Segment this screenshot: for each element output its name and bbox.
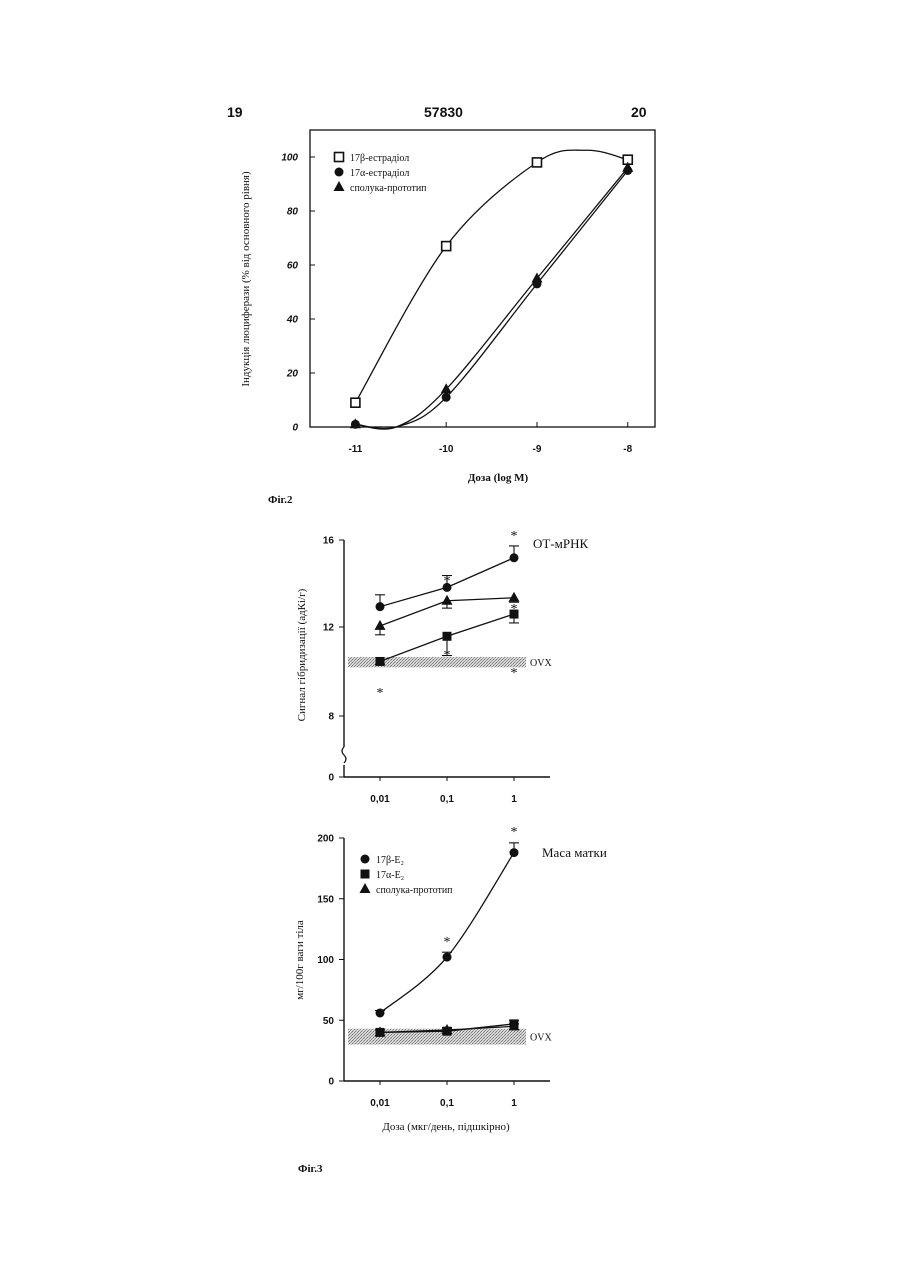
fig3a-y-tick-label: 8: [328, 712, 334, 723]
fig2-x-tick-label: -10: [439, 444, 454, 455]
fig3b-legend-marker-0: [361, 855, 370, 864]
fig2-legend-marker-0: [335, 153, 344, 162]
fig2-y-tick-label: 80: [287, 207, 299, 218]
fig3a-y-tick-label: 0: [328, 773, 334, 784]
fig2-series-line-2: [355, 168, 627, 429]
fig3a-significance-star: *: [511, 666, 518, 681]
fig3a-ovx-band: [348, 657, 526, 667]
fig3b-x-tick-label: 1: [511, 1098, 517, 1109]
fig3b-y-tick-label: 50: [323, 1016, 335, 1027]
fig3b-legend-label-2: сполука-прототип: [376, 885, 453, 896]
fig2-y-axis-label: Індукція люциферази (% від основного рів…: [240, 171, 252, 387]
fig3b-significance-star: *: [444, 935, 451, 950]
fig3a-point-2-1: [443, 632, 452, 641]
fig2-y-tick-label: 100: [281, 153, 298, 164]
fig3a-y-tick-label: 16: [323, 536, 335, 547]
fig2-legend-label-2: сполука-прототип: [350, 183, 427, 194]
fig3b-y-tick-label: 100: [317, 955, 334, 966]
fig3a-x-tick-label: 1: [511, 794, 517, 805]
fig2-y-tick-label: 20: [286, 369, 299, 380]
fig3a-significance-star: *: [511, 602, 518, 617]
fig3b-ovx-label: OVX: [530, 1033, 552, 1044]
fig3b-x-axis-label: Доза (мкг/день, підшкірно): [382, 1121, 510, 1133]
fig3a-y-tick-label: 12: [323, 623, 335, 634]
fig2-legend-marker-1: [335, 168, 344, 177]
fig2-y-tick-label: 40: [286, 315, 299, 326]
fig2-legend-label-0: 17β-естрадіол: [350, 153, 409, 164]
fig2-point-0-2: [532, 158, 541, 167]
fig2-y-tick-label: 60: [287, 261, 299, 272]
fig3a-y-axis-label: Сигнал гібридизації (адКі/г): [296, 588, 308, 721]
fig3a-x-tick-label: 0,01: [370, 794, 390, 805]
fig2-y-tick-label: 0: [292, 423, 298, 434]
fig3b-legend-marker-1: [361, 870, 370, 879]
fig3b-point-0-0: [376, 1008, 385, 1017]
fig2-point-0-1: [442, 242, 451, 251]
fig3a-significance-star: *: [377, 686, 384, 701]
fig3b-legend-label-0: 17β-E₂: [376, 855, 404, 866]
fig3a-significance-star: *: [444, 648, 451, 663]
fig3b-x-tick-label: 0,1: [440, 1098, 454, 1109]
fig3a-axis-break: [342, 747, 346, 763]
fig3b-y-axis-label: мг/100г ваги тіла: [294, 920, 306, 1000]
fig3b-x-tick-label: 0,01: [370, 1098, 390, 1109]
fig2-x-tick-label: -11: [348, 444, 362, 455]
fig3a-x-tick-label: 0,1: [440, 794, 454, 805]
fig3a-significance-star: *: [511, 529, 518, 544]
fig2-point-0-0: [351, 398, 360, 407]
fig2-legend-marker-2: [334, 181, 345, 191]
fig3b-y-tick-label: 150: [317, 894, 334, 905]
fig2-x-axis-label: Доза (log M): [468, 472, 529, 484]
fig3b-legend-marker-2: [360, 883, 371, 893]
fig2-legend-label-1: 17α-естрадіол: [350, 168, 409, 179]
fig3b-y-tick-label: 0: [328, 1077, 334, 1088]
fig3a-ovx-label: OVX: [530, 658, 552, 669]
fig3a-point-1-2: [509, 592, 520, 602]
fig3a-panel-title: ОТ-мРНК: [533, 536, 589, 551]
fig3a-significance-star: *: [377, 602, 384, 617]
fig2-point-1-1: [442, 393, 451, 402]
fig3a-point-1-1: [442, 595, 453, 605]
fig2-x-tick-label: -9: [533, 444, 542, 455]
fig3b-point-0-1: [443, 953, 452, 962]
fig2-series-line-1: [355, 171, 627, 429]
fig3b-y-tick-label: 200: [317, 834, 334, 845]
fig3b-legend-label-1: 17α-E₂: [376, 870, 404, 881]
fig3b-panel-title: Маса матки: [542, 845, 607, 860]
fig2-x-tick-label: -8: [623, 444, 632, 455]
fig3a-significance-star: *: [444, 574, 451, 589]
fig3a-point-2-0: [376, 657, 385, 666]
fig3a-point-0-2: [510, 553, 519, 562]
fig3b-point-0-2: [510, 848, 519, 857]
fig3b-significance-star: *: [511, 825, 518, 840]
